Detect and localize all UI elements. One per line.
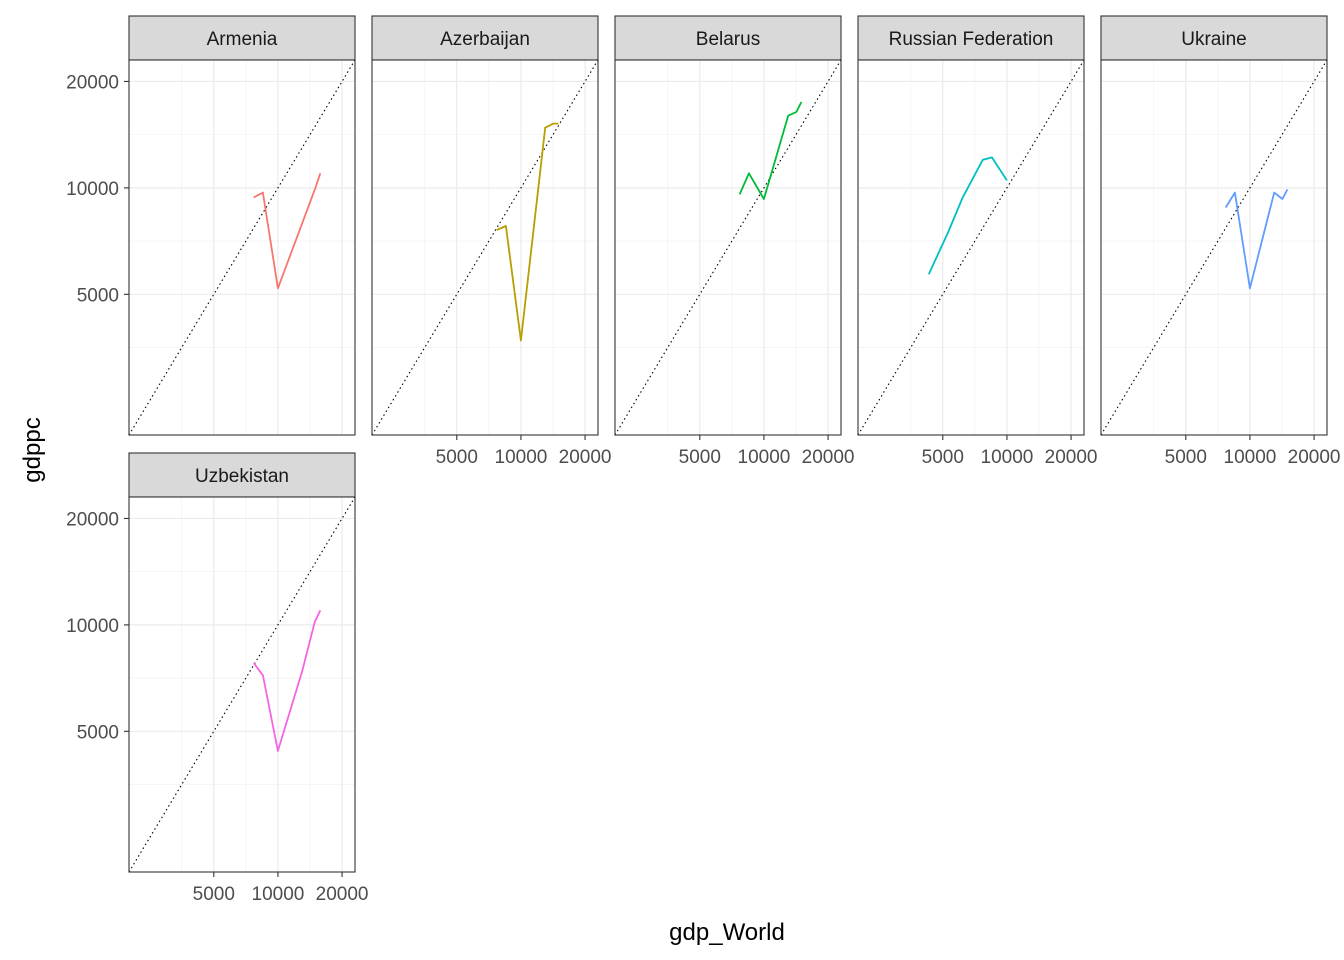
identity-reference-line bbox=[1100, 59, 1328, 436]
panel-border bbox=[371, 59, 599, 436]
series-line bbox=[738, 101, 803, 200]
x-tick-label: 5000 bbox=[193, 884, 235, 905]
y-tick-label: 5000 bbox=[77, 722, 119, 743]
series-line bbox=[496, 122, 559, 342]
facet-panel: Armenia 5000 10000 20000 bbox=[66, 15, 356, 436]
x-tick-label: 5000 bbox=[436, 447, 478, 468]
identity-reference-line bbox=[128, 59, 356, 436]
facet-strip bbox=[614, 15, 842, 61]
facet-panel: Azerbaijan 5000 10000 20000 bbox=[371, 15, 612, 468]
facet-panel: Belarus 5000 10000 20000 bbox=[614, 15, 855, 468]
panel-border bbox=[128, 59, 356, 436]
facet-strip-label: Belarus bbox=[696, 29, 760, 50]
x-tick-label: 10000 bbox=[1224, 447, 1277, 468]
x-tick-label: 5000 bbox=[679, 447, 721, 468]
facet-strip-label: Armenia bbox=[207, 29, 278, 50]
facet-panel: Uzbekistan 5000 10000 20000 5000 10000 20000 bbox=[66, 452, 369, 905]
y-axis-title: gdppc bbox=[19, 417, 46, 482]
x-tick-label: 10000 bbox=[981, 447, 1034, 468]
facet-strip-label: Russian Federation bbox=[889, 29, 1054, 50]
series-line bbox=[1224, 188, 1289, 290]
x-tick-label: 20000 bbox=[1288, 447, 1341, 468]
x-tick-label: 20000 bbox=[559, 447, 612, 468]
x-tick-label: 20000 bbox=[802, 447, 855, 468]
y-tick-label: 10000 bbox=[66, 616, 119, 637]
x-tick-label: 5000 bbox=[922, 447, 964, 468]
identity-reference-line bbox=[371, 59, 599, 436]
facet-panel: Russian Federation 5000 10000 20000 bbox=[857, 15, 1098, 468]
x-axis-title: gdp_World bbox=[669, 919, 785, 946]
facet-strip bbox=[128, 452, 356, 498]
facet-strip-label: Azerbaijan bbox=[440, 29, 530, 50]
facet-strip bbox=[857, 15, 1085, 61]
facet-strip bbox=[1100, 15, 1328, 61]
x-tick-label: 5000 bbox=[1165, 447, 1207, 468]
y-tick-label: 20000 bbox=[66, 509, 119, 530]
x-tick-label: 20000 bbox=[316, 884, 369, 905]
panel-border bbox=[857, 59, 1085, 436]
series-line bbox=[252, 609, 322, 752]
x-tick-label: 10000 bbox=[738, 447, 791, 468]
facet-strip-label: Uzbekistan bbox=[195, 466, 289, 487]
panel-background bbox=[858, 60, 1084, 435]
panel-border bbox=[1100, 59, 1328, 436]
identity-reference-line bbox=[857, 59, 1085, 436]
facet-strip bbox=[371, 15, 599, 61]
facet-strip bbox=[128, 15, 356, 61]
x-tick-label: 10000 bbox=[252, 884, 305, 905]
panel-border bbox=[128, 496, 356, 873]
x-tick-label: 10000 bbox=[495, 447, 548, 468]
y-tick-label: 5000 bbox=[77, 285, 119, 306]
y-tick-label: 10000 bbox=[66, 179, 119, 200]
series-line bbox=[927, 156, 1008, 275]
x-tick-label: 20000 bbox=[1045, 447, 1098, 468]
facet-panels: Armenia 5000 10000 20000 Azerbaijan 5000 10000… bbox=[66, 15, 1341, 905]
panel-background bbox=[1101, 60, 1327, 435]
identity-reference-line bbox=[128, 496, 356, 873]
panel-background bbox=[615, 60, 841, 435]
panel-border bbox=[614, 59, 842, 436]
y-tick-label: 20000 bbox=[66, 72, 119, 93]
facet-strip-label: Ukraine bbox=[1181, 29, 1246, 50]
identity-reference-line bbox=[614, 59, 842, 436]
facet-panel: Ukraine 5000 10000 20000 bbox=[1100, 15, 1341, 468]
series-line bbox=[253, 173, 322, 290]
